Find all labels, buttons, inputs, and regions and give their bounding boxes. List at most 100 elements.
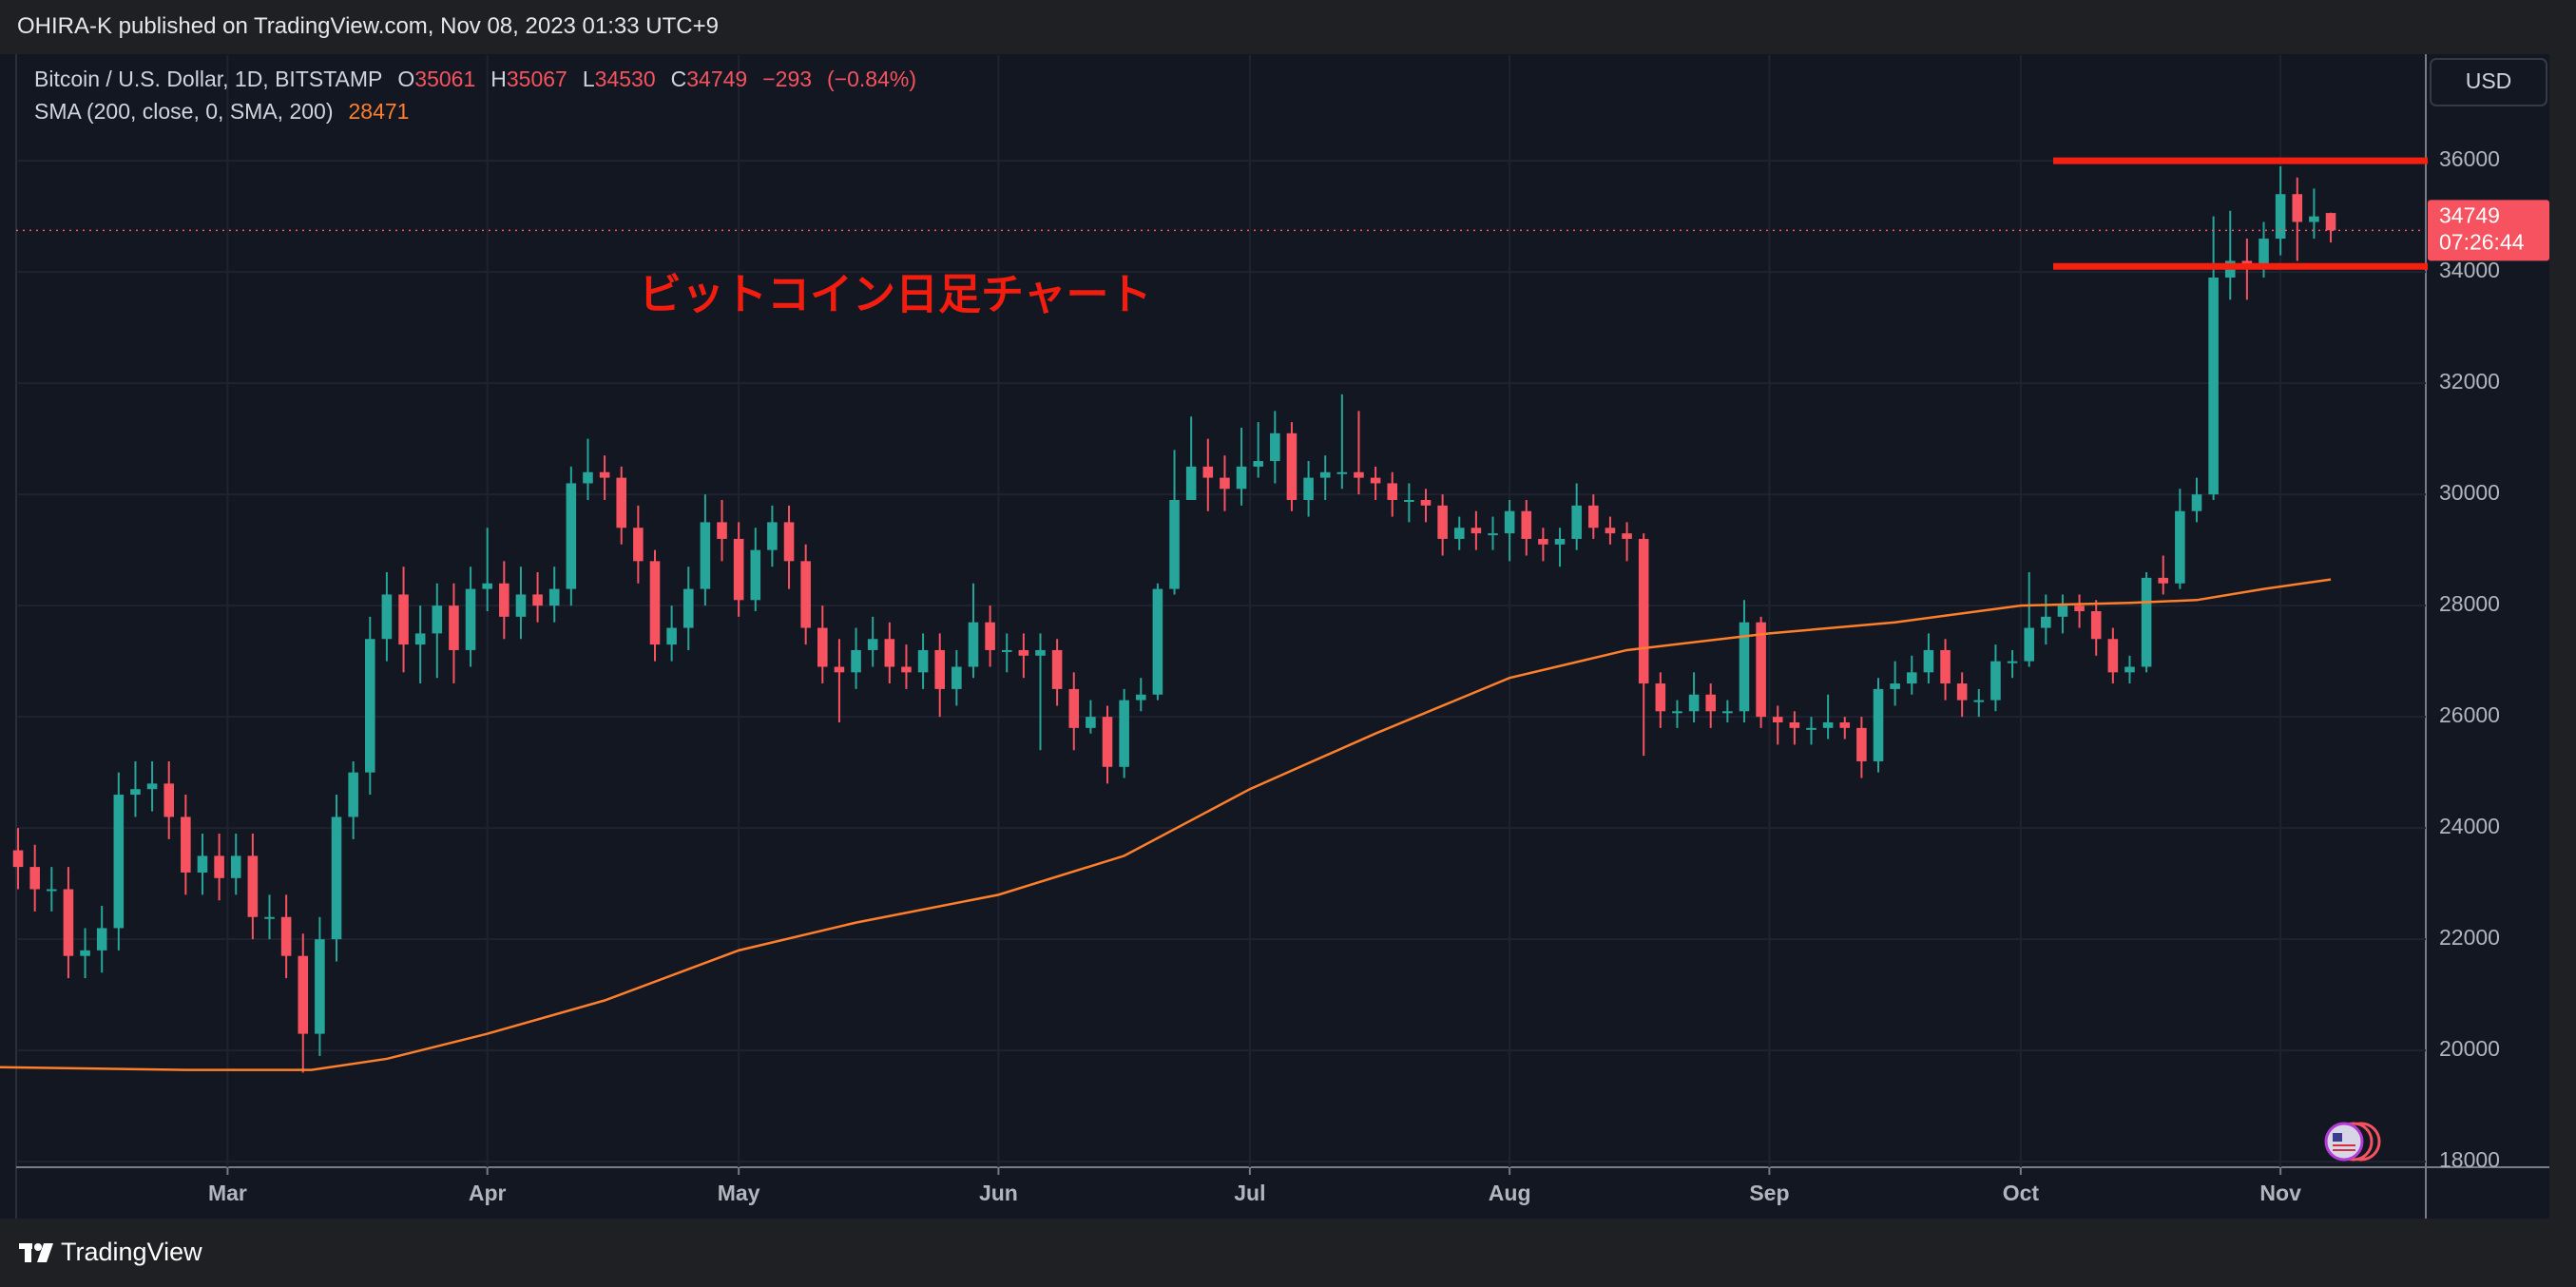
candle-body (1354, 471, 1364, 478)
candle-body (1370, 477, 1381, 484)
currency-button[interactable] (2430, 58, 2547, 106)
candle-body (414, 633, 426, 645)
candle-body (1270, 432, 1280, 462)
candle-body (29, 867, 40, 890)
candle-body (783, 522, 795, 562)
countdown-label: 07:26:44 (2439, 229, 2525, 254)
x-tick-label: Mar (208, 1181, 247, 1205)
x-tick-label: Apr (469, 1181, 507, 1205)
candle-body (1135, 694, 1146, 701)
candle-body (901, 666, 912, 673)
ohlc-value: 35061 (414, 67, 476, 91)
candle-body (1488, 533, 1498, 536)
candle-body (1739, 622, 1750, 712)
candle-body (12, 850, 24, 868)
candle-body (163, 783, 175, 817)
candle-body (1521, 510, 1532, 539)
candle-body (1571, 505, 1582, 539)
candle-body (649, 561, 661, 645)
candle-body (2074, 605, 2085, 611)
candle-body (2041, 616, 2051, 628)
candle-body (47, 889, 57, 892)
candle-body (1839, 722, 1851, 728)
candle-body (2191, 494, 2202, 511)
candle-body (1303, 477, 1314, 500)
candle-body (1286, 432, 1298, 500)
candle-body (2124, 666, 2135, 673)
candle-body (682, 588, 694, 628)
candle-body (548, 588, 560, 606)
price-label: 34749 (2439, 202, 2500, 227)
candle-body (2024, 627, 2034, 662)
candle-body (465, 588, 476, 650)
candle-body (230, 855, 241, 878)
candle-body (499, 583, 509, 617)
candle-body (1387, 483, 1398, 500)
candle-body (1906, 672, 1917, 684)
publisher-line: OHIRA-K published on TradingView.com, No… (17, 13, 719, 39)
candle-body (532, 594, 543, 606)
x-tick-label: Aug (1489, 1181, 1531, 1205)
candle-body (1119, 700, 1129, 767)
candle-body (146, 783, 158, 790)
candle-body (851, 649, 861, 673)
candle-body (666, 627, 677, 645)
x-tick-label: Sep (1749, 1181, 1789, 1205)
candle-body (113, 795, 125, 929)
candle-body (1622, 533, 1632, 539)
candle-body (2292, 194, 2303, 222)
candle-body (247, 855, 259, 917)
flag-canton (2333, 1133, 2342, 1142)
candle-body (331, 816, 342, 940)
candle-body (817, 627, 828, 667)
candle-body (884, 639, 895, 667)
candle-body (1152, 588, 1163, 695)
candle-body (2107, 639, 2119, 673)
indicator-name: SMA (200, close, 0, SMA, 200) (34, 99, 334, 124)
candle-body (934, 649, 946, 689)
candle-body (1336, 471, 1348, 474)
price-label-box (2428, 200, 2549, 261)
candle-body (1185, 466, 1197, 500)
event-badge[interactable] (2324, 1122, 2364, 1162)
candle-body (1588, 505, 1599, 528)
ohlc-key: O (397, 67, 415, 91)
candle-body (181, 816, 191, 873)
candle-body (2275, 194, 2286, 240)
candle-body (214, 855, 224, 878)
candle-body (264, 916, 275, 919)
candle-body (2309, 216, 2319, 222)
candle-body (1420, 500, 1432, 506)
y-tick-label: 22000 (2439, 925, 2500, 950)
candle-body (1973, 700, 1985, 702)
y-tick-label: 20000 (2439, 1036, 2500, 1061)
events-icon[interactable] (2324, 1122, 2381, 1162)
x-tick-label: Nov (2259, 1181, 2301, 1205)
ohlc-key: H (490, 67, 507, 91)
currency-label[interactable]: USD (2466, 68, 2512, 93)
annotation: ビットコイン日足チャート (639, 270, 1152, 318)
candle-body (298, 955, 309, 1034)
logo-part (37, 1243, 53, 1262)
candle-body (364, 639, 375, 773)
candle-body (566, 483, 577, 589)
candle-body (2175, 510, 2185, 584)
candle-body (1035, 649, 1046, 656)
indicator-legend: SMA (200, close, 0, SMA, 200) 28471 (34, 99, 409, 125)
candle-body (1605, 528, 1616, 534)
candle-body (867, 639, 878, 650)
candle-body (1471, 528, 1482, 534)
candle-body (2090, 611, 2102, 640)
candle-body (1220, 477, 1230, 490)
y-tick-label: 28000 (2439, 591, 2500, 616)
ohlc-value: 34749 (686, 67, 748, 91)
candle-body (1437, 505, 1448, 539)
candle-body (432, 605, 443, 634)
candle-body (197, 855, 208, 873)
candle-body (1538, 538, 1548, 545)
y-tick-label: 32000 (2439, 369, 2500, 394)
candle-body (381, 594, 393, 640)
y-tick-label: 18000 (2439, 1147, 2500, 1172)
